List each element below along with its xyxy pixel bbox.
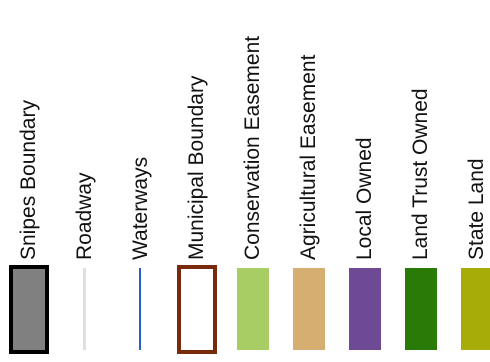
- legend-label: Land Trust Owned: [409, 88, 432, 260]
- legend-item-agricultural-easement: Agricultural Easement: [280, 0, 336, 362]
- conservation-easement-swatch: [237, 268, 269, 350]
- legend-item-snipes-boundary: Snipes Boundary: [0, 0, 56, 362]
- agricultural-easement-swatch: [293, 268, 325, 350]
- legend-item-municipal-boundary: Municipal Boundary: [168, 0, 224, 362]
- legend-label: Snipes Boundary: [17, 100, 40, 260]
- state-land-swatch: [461, 268, 490, 350]
- legend-item-roadway: Roadway: [56, 0, 112, 362]
- legend-item-local-owned: Local Owned: [336, 0, 392, 362]
- legend-label: Conservation Easement: [241, 35, 264, 260]
- snipes-boundary-swatch: [9, 265, 49, 354]
- legend-item-state-land: State Land: [448, 0, 490, 362]
- legend-label: Waterways: [129, 156, 152, 260]
- legend-label: Local Owned: [353, 137, 376, 260]
- legend-item-conservation-easement: Conservation Easement: [224, 0, 280, 362]
- municipal-boundary-swatch: [177, 265, 217, 354]
- legend-label: Roadway: [73, 172, 96, 260]
- legend-label: Municipal Boundary: [185, 75, 208, 260]
- local-owned-swatch: [349, 268, 381, 350]
- roadway-swatch: [83, 268, 86, 350]
- waterways-swatch: [139, 268, 141, 350]
- land-trust-owned-swatch: [405, 268, 437, 350]
- legend-label: Agricultural Easement: [297, 54, 320, 260]
- legend-label: State Land: [465, 158, 488, 260]
- legend-item-waterways: Waterways: [112, 0, 168, 362]
- legend-item-land-trust-owned: Land Trust Owned: [392, 0, 448, 362]
